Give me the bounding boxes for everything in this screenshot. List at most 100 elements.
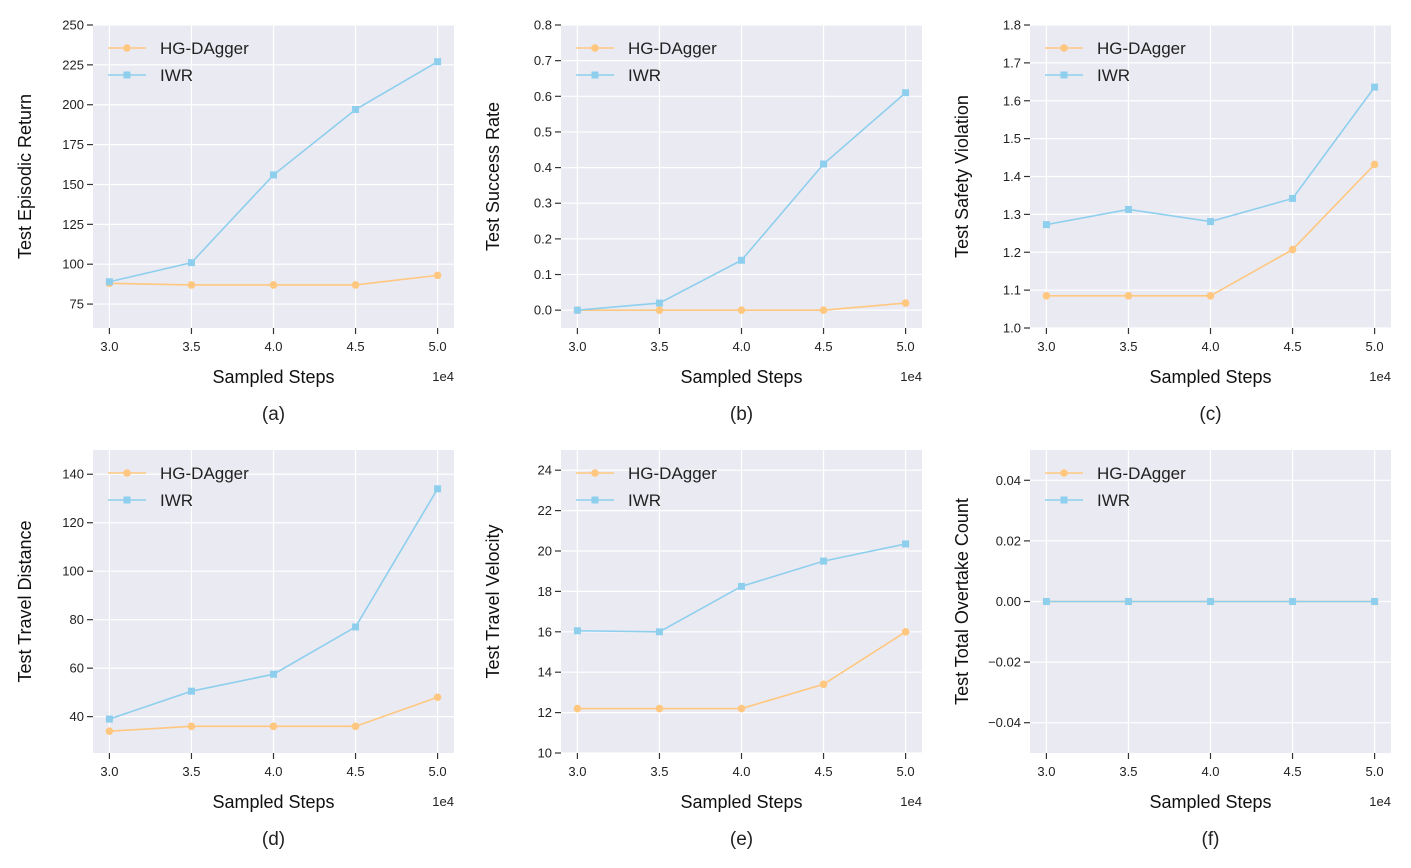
legend-marker [123,496,131,504]
x-offset-label: 1e4 [432,794,454,809]
series-hg-dagger [573,299,910,314]
legend-marker [1060,469,1068,477]
y-tick-label: 24 [538,463,552,478]
legend: HG-DAgger IWR [1045,464,1186,510]
y-axis-label: Test Episodic Return [15,94,35,259]
x-tick-label: 4.5 [815,339,833,354]
y-tick-label: 0.8 [534,18,552,33]
legend: HG-DAgger IWR [576,39,717,85]
series-iwr [1042,598,1379,605]
x-offset-label: 1e4 [1369,369,1391,384]
legend-label: HG-DAgger [1097,464,1186,483]
y-axis-label: Test Travel Velocity [483,524,503,678]
y-tick-label: 1.7 [1003,55,1021,70]
data-point [1207,598,1214,605]
y-tick-label: 14 [538,665,552,680]
x-tick-label: 4.5 [1284,339,1302,354]
data-point [573,627,581,635]
data-point [270,171,277,179]
data-point [270,670,277,678]
y-tick-label: 0.7 [534,53,552,68]
x-offset-label: 1e4 [900,369,922,384]
y-tick-label: 0.2 [534,231,552,246]
data-point [655,628,663,636]
data-point [819,306,828,314]
x-axis-label: Sampled Steps [212,792,334,812]
series-iwr [573,540,910,636]
y-tick-label: 0.4 [534,160,552,175]
y-tick-label: 22 [538,503,552,518]
data-point [351,722,360,731]
data-point [820,160,828,168]
series-hg-dagger [573,628,910,713]
data-point [187,687,195,695]
legend-marker [591,496,599,504]
legend: HG-DAgger IWR [108,464,249,510]
x-tick-label: 4.0 [1201,339,1219,354]
x-offset-label: 1e4 [900,794,922,809]
x-tick-label: 3.0 [1037,764,1055,779]
legend-label: HG-DAgger [628,464,717,483]
data-point [1042,221,1050,229]
y-tick-label: 0.00 [996,594,1021,609]
legend-label: IWR [1097,491,1130,510]
series-iwr [1042,83,1379,229]
legend-marker [1060,496,1068,504]
data-point [187,259,195,267]
y-tick-label: −0.02 [988,655,1021,670]
panel-f: −0.04 −0.02 0.00 0.02 0.04 3.0 3.5 4.0 4.5 5.0 1e4… [952,450,1391,850]
x-tick-label: 4.5 [815,764,833,779]
data-point [902,89,910,97]
legend-label: IWR [160,491,193,510]
x-tick-label: 3.0 [100,339,118,354]
data-point [1289,194,1297,202]
x-tick-label: 3.5 [1119,339,1137,354]
y-tick-label: 225 [62,57,84,72]
y-tick-label: 18 [538,584,552,599]
y-tick-label: 60 [70,661,84,676]
legend-marker [1060,44,1068,52]
y-tick-label: 200 [62,97,84,112]
y-tick-label: 175 [62,137,84,152]
data-point [1042,292,1051,300]
data-point [434,485,442,493]
y-tick-label: 0.5 [534,124,552,139]
x-tick-label: 5.0 [429,764,447,779]
y-tick-label: 80 [70,612,84,627]
y-tick-label: 140 [62,467,84,482]
panel-caption: (a) [262,404,285,425]
legend-label: HG-DAgger [160,39,249,58]
series-hg-dagger [1042,160,1379,300]
x-tick-label: 5.0 [897,764,915,779]
data-point [573,704,582,713]
x-offset-label: 1e4 [432,369,454,384]
y-tick-label: 0.3 [534,196,552,211]
x-tick-label: 3.0 [568,764,586,779]
y-tick-label: 150 [62,177,84,192]
data-point [655,704,664,713]
y-tick-label: 20 [538,544,552,559]
legend-marker [123,469,131,477]
legend-label: IWR [1097,66,1130,85]
x-tick-label: 3.0 [568,339,586,354]
y-tick-label: 1.5 [1003,131,1021,146]
y-tick-label: 0.02 [996,533,1021,548]
data-point [352,106,360,114]
data-point [901,628,910,636]
legend-label: IWR [628,491,661,510]
data-point [573,306,581,314]
y-tick-label: 0.04 [996,473,1021,488]
data-point [1124,598,1132,605]
x-tick-label: 3.5 [182,339,200,354]
series-iwr [105,58,442,286]
legend-label: HG-DAgger [160,464,249,483]
data-point [352,623,360,631]
legend-marker [1060,71,1068,79]
y-tick-label: 1.2 [1003,245,1021,260]
y-axis-label: Test Travel Distance [15,520,35,682]
y-axis-label: Test Total Overtake Count [952,498,972,705]
y-tick-label: 120 [62,515,84,530]
data-point [105,727,114,735]
panel-caption: (b) [730,404,753,425]
data-point [901,299,910,307]
